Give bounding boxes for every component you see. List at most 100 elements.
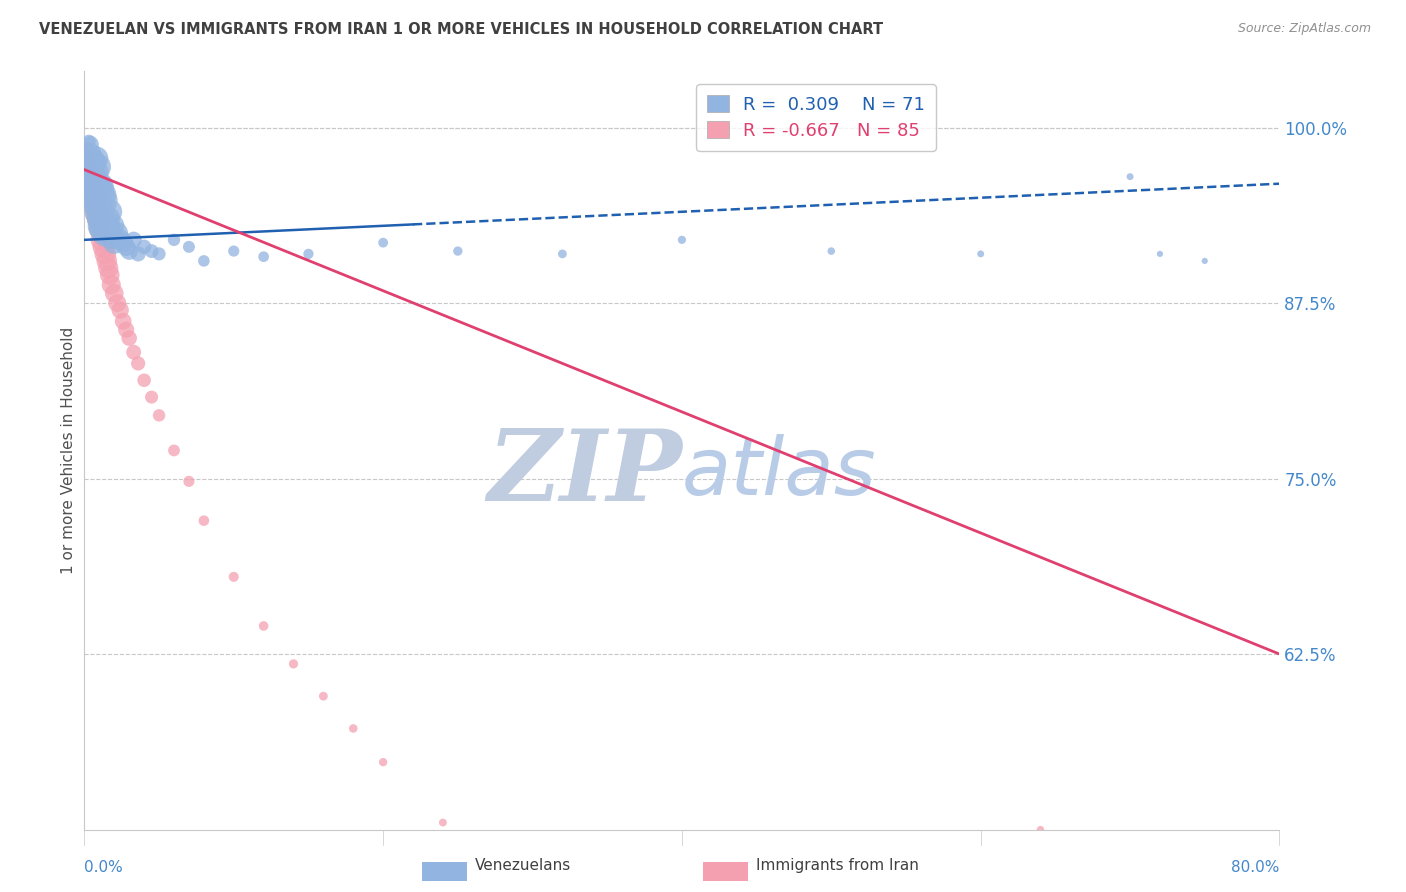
Point xyxy=(132,240,156,254)
Point xyxy=(82,177,104,191)
Point xyxy=(110,303,132,318)
Point xyxy=(970,247,993,261)
Point xyxy=(82,184,104,198)
Point xyxy=(122,345,145,359)
Point xyxy=(86,194,108,208)
Point xyxy=(1194,254,1216,268)
Point xyxy=(312,689,335,703)
Point xyxy=(112,314,135,328)
Point xyxy=(89,211,111,226)
Point xyxy=(141,390,163,404)
Point xyxy=(79,160,101,174)
Point xyxy=(148,247,170,261)
Point xyxy=(253,619,276,633)
Point xyxy=(86,165,108,179)
Point xyxy=(93,194,115,208)
Point xyxy=(132,373,156,387)
Point xyxy=(671,233,693,247)
Point xyxy=(89,179,111,194)
Point xyxy=(1029,822,1052,837)
Point xyxy=(79,165,101,179)
Point xyxy=(90,184,112,198)
Point xyxy=(86,202,108,216)
Point xyxy=(75,148,97,162)
Point xyxy=(127,247,149,261)
Point xyxy=(100,277,122,292)
Point xyxy=(82,188,104,202)
FancyBboxPatch shape xyxy=(411,858,478,885)
Point xyxy=(87,198,110,212)
Point xyxy=(122,233,145,247)
Point xyxy=(101,219,124,233)
Point xyxy=(551,247,574,261)
Point xyxy=(80,162,103,177)
Point xyxy=(163,233,186,247)
Point xyxy=(83,169,105,184)
Point xyxy=(80,179,103,194)
Point xyxy=(87,160,110,174)
Point xyxy=(83,179,105,194)
Point xyxy=(94,247,117,261)
Point xyxy=(97,260,120,275)
Text: Immigrants from Iran: Immigrants from Iran xyxy=(756,858,920,872)
Point xyxy=(80,145,103,160)
Legend: R =  0.309    N = 71, R = -0.667   N = 85: R = 0.309 N = 71, R = -0.667 N = 85 xyxy=(696,84,936,151)
Point xyxy=(76,155,98,169)
Point xyxy=(222,244,245,258)
Point xyxy=(76,142,98,156)
Point xyxy=(94,226,117,240)
Point xyxy=(193,514,215,528)
Point xyxy=(75,142,97,156)
Point xyxy=(91,233,114,247)
Y-axis label: 1 or more Vehicles in Household: 1 or more Vehicles in Household xyxy=(60,326,76,574)
Point xyxy=(1149,247,1171,261)
Point xyxy=(373,755,395,769)
Point xyxy=(80,165,103,179)
Text: ZIP: ZIP xyxy=(486,425,682,522)
Point xyxy=(115,323,138,337)
Point xyxy=(77,152,100,166)
Point xyxy=(127,356,149,370)
Point xyxy=(1119,169,1142,184)
Point xyxy=(90,221,112,235)
Point xyxy=(91,188,114,202)
Point xyxy=(103,235,125,250)
Point xyxy=(492,871,515,886)
Point xyxy=(100,230,122,244)
Point xyxy=(79,169,101,184)
Point xyxy=(115,240,138,254)
Point xyxy=(105,226,128,240)
Point xyxy=(177,475,200,489)
Point xyxy=(90,211,112,226)
Point xyxy=(222,570,245,584)
Point xyxy=(283,657,305,671)
Point xyxy=(103,286,125,301)
Point xyxy=(96,211,118,226)
Point xyxy=(86,179,108,194)
Point xyxy=(97,221,120,235)
Point xyxy=(118,331,141,345)
Point xyxy=(86,152,108,166)
Point xyxy=(76,148,98,162)
Point xyxy=(105,296,128,310)
Point xyxy=(253,250,276,264)
Point xyxy=(148,409,170,423)
Text: 80.0%: 80.0% xyxy=(1232,860,1279,875)
Point xyxy=(118,244,141,258)
Point xyxy=(77,169,100,184)
Text: Venezuelans: Venezuelans xyxy=(475,858,571,872)
Point xyxy=(82,152,104,166)
FancyBboxPatch shape xyxy=(692,858,759,885)
Text: Source: ZipAtlas.com: Source: ZipAtlas.com xyxy=(1237,22,1371,36)
Point xyxy=(297,247,319,261)
Text: 0.0%: 0.0% xyxy=(84,860,124,875)
Point xyxy=(87,194,110,208)
Point xyxy=(80,177,103,191)
Point xyxy=(83,194,105,208)
Point xyxy=(86,188,108,202)
Point xyxy=(77,135,100,149)
Point xyxy=(93,221,115,235)
Point xyxy=(373,235,395,250)
Point xyxy=(447,244,470,258)
Point xyxy=(98,204,121,219)
